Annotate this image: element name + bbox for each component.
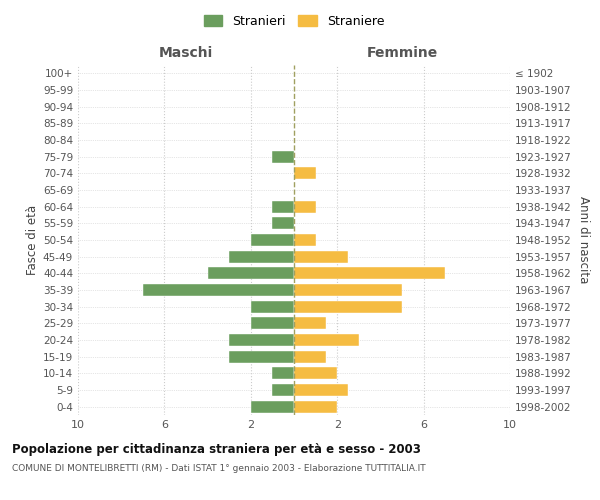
Bar	[272, 384, 294, 396]
Bar	[294, 334, 359, 346]
Y-axis label: Fasce di età: Fasce di età	[26, 205, 39, 275]
Bar	[251, 300, 294, 312]
Bar	[294, 368, 337, 380]
Bar	[208, 268, 294, 280]
Bar	[272, 200, 294, 212]
Text: COMUNE DI MONTELIBRETTI (RM) - Dati ISTAT 1° gennaio 2003 - Elaborazione TUTTITA: COMUNE DI MONTELIBRETTI (RM) - Dati ISTA…	[12, 464, 425, 473]
Y-axis label: Anni di nascita: Anni di nascita	[577, 196, 590, 284]
Bar	[294, 250, 348, 262]
Bar	[251, 400, 294, 412]
Bar	[272, 368, 294, 380]
Bar	[272, 218, 294, 230]
Bar	[294, 284, 402, 296]
Bar	[294, 318, 326, 330]
Bar	[229, 250, 294, 262]
Text: Femmine: Femmine	[367, 46, 437, 60]
Bar	[294, 168, 316, 179]
Bar	[143, 284, 294, 296]
Bar	[294, 400, 337, 412]
Bar	[294, 234, 316, 246]
Bar	[294, 268, 445, 280]
Bar	[272, 150, 294, 162]
Bar	[229, 350, 294, 362]
Bar	[294, 300, 402, 312]
Bar	[229, 334, 294, 346]
Bar	[251, 234, 294, 246]
Text: Popolazione per cittadinanza straniera per età e sesso - 2003: Popolazione per cittadinanza straniera p…	[12, 442, 421, 456]
Bar	[294, 350, 326, 362]
Legend: Stranieri, Straniere: Stranieri, Straniere	[200, 11, 388, 32]
Bar	[294, 200, 316, 212]
Bar	[251, 318, 294, 330]
Text: Maschi: Maschi	[159, 46, 213, 60]
Bar	[294, 384, 348, 396]
